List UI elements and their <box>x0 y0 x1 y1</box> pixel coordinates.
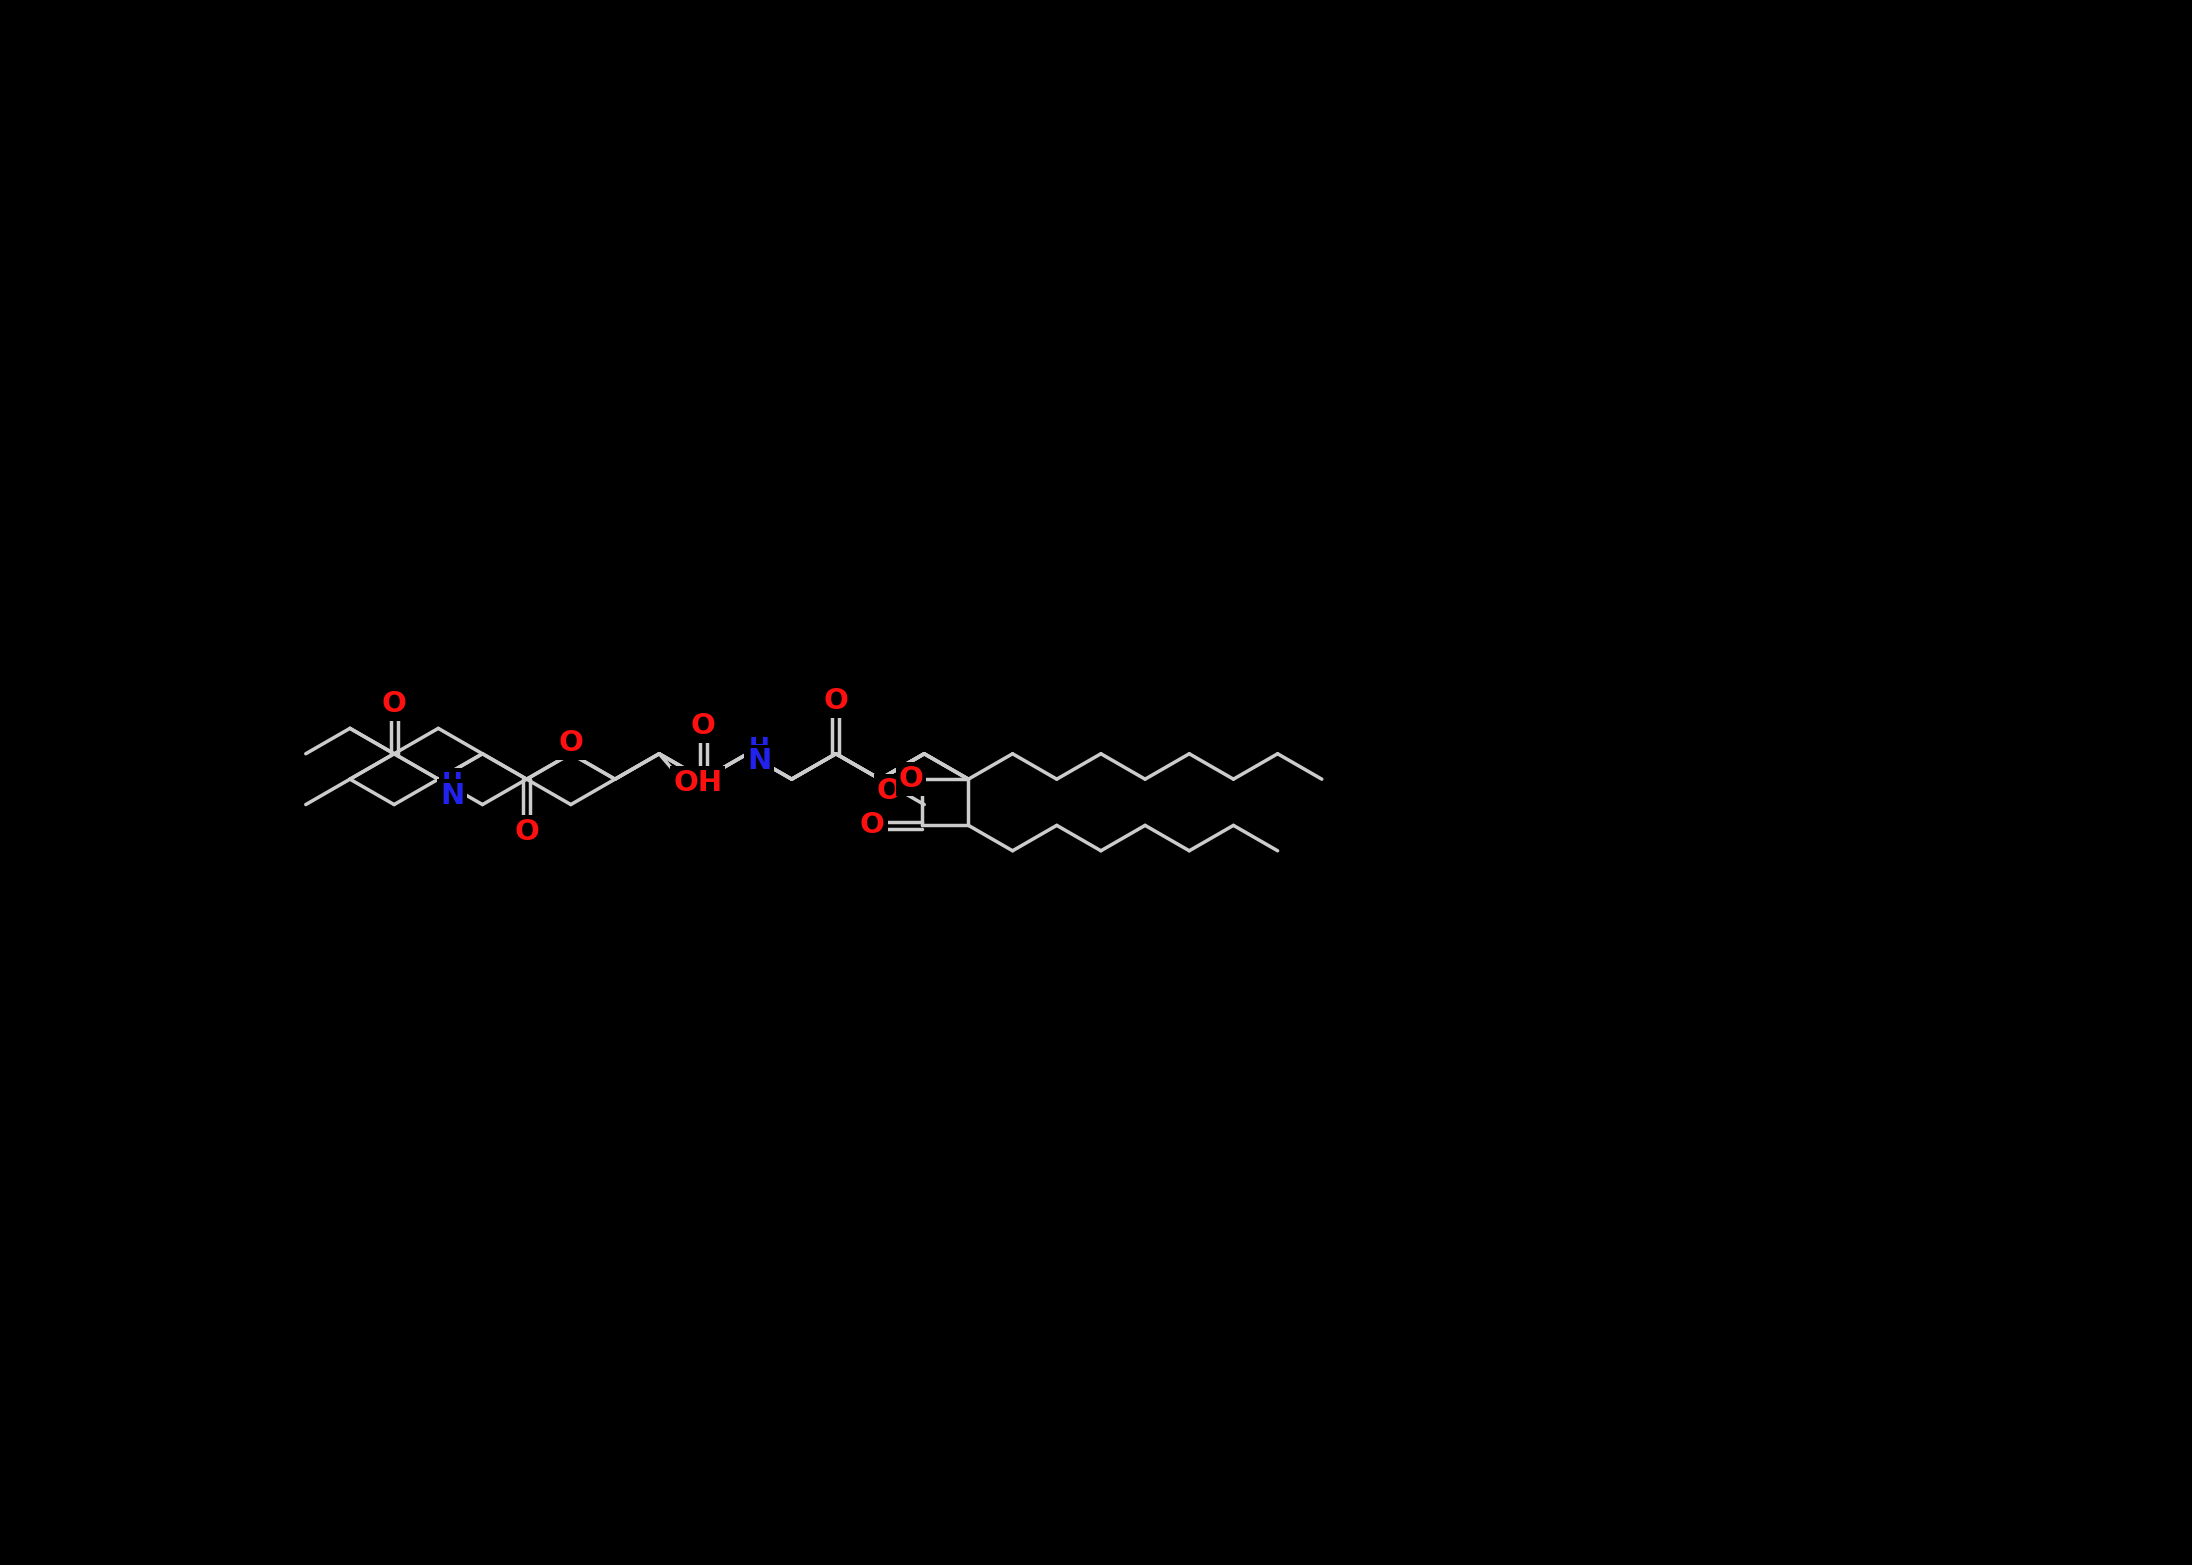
Text: O: O <box>859 811 886 839</box>
Text: O: O <box>899 765 923 793</box>
Text: O: O <box>559 729 583 757</box>
Text: H: H <box>443 772 463 795</box>
Text: H: H <box>750 736 769 759</box>
Text: N: N <box>441 782 465 811</box>
Text: O: O <box>824 687 848 715</box>
Text: O: O <box>877 776 901 804</box>
Text: O: O <box>690 712 717 740</box>
Text: O: O <box>515 818 539 847</box>
Text: OH: OH <box>673 768 723 797</box>
Text: N: N <box>747 748 772 775</box>
Text: O: O <box>381 690 406 718</box>
